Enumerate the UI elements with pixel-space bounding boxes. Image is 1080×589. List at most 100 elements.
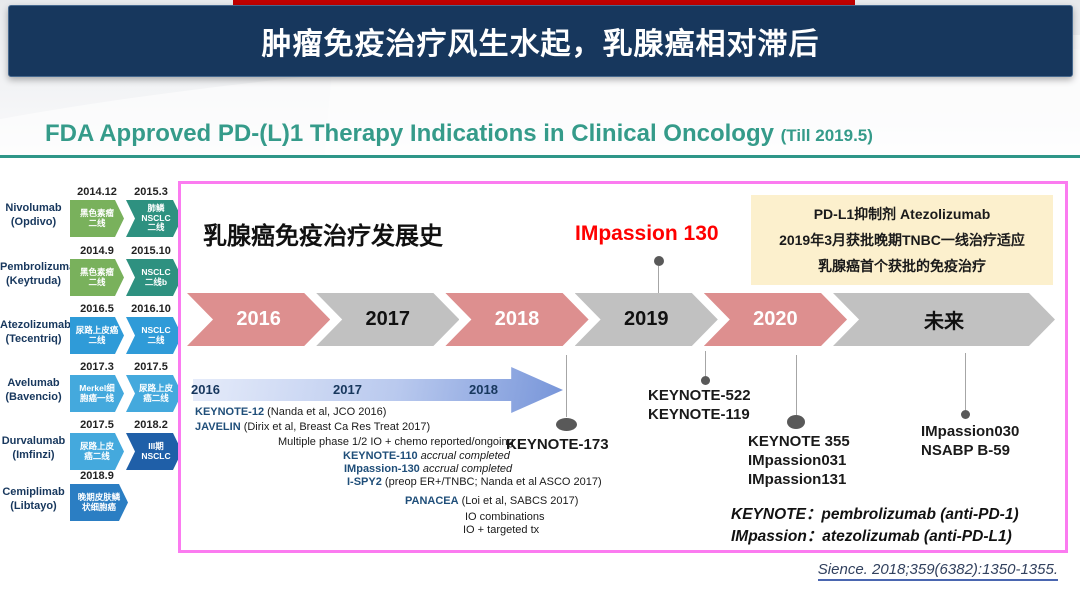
impassion-definition: IMpassion：atezolizumab (anti-PD-L1): [731, 528, 1012, 545]
trial-javelin: JAVELIN (Dirix et al, Breast Ca Res Trea…: [195, 421, 430, 433]
keynote-definition: KEYNOTE：pembrolizumab (anti-PD-1): [731, 506, 1019, 523]
drug-name-text: Nivolumab: [5, 202, 62, 214]
drug-name: Nivolumab (Opdivo): [0, 202, 67, 230]
year-chevron-band: 2016 2017 2018 2019 2020 未来: [187, 293, 1055, 346]
trial-ref: (Nanda et al, JCO 2016): [264, 406, 387, 418]
drug-name-text: Pembrolizumab: [0, 261, 82, 273]
section-heading-suffix: (Till 2019.5): [781, 126, 873, 145]
arrow-year-2017: 2017: [333, 382, 362, 397]
keynote-119-label: KEYNOTE-119: [648, 406, 750, 423]
impassion-130-highlight: IMpassion 130: [575, 222, 719, 245]
year-chevron-2020: 2020: [704, 293, 847, 346]
keynote-355-pin-line: [796, 355, 797, 415]
indication-box: 黑色素瘤 二线: [70, 259, 124, 296]
drug-brand-text: (Keytruda): [5, 274, 61, 287]
trial-keynote110: KEYNOTE-110 accrual completed: [343, 450, 510, 462]
infobox-line: PD-L1抑制剂 Atezolizumab: [813, 206, 991, 222]
indication-box: 晚期皮肤鳞 状细胞癌: [70, 484, 128, 521]
drug-row-pembrolizumab: 2014.9 2015.10 Pembrolizumab (Keytruda) 黑…: [0, 245, 182, 299]
nsabp-b59-label: NSABP B-59: [921, 442, 1010, 459]
keynote-173-pin-line: [566, 355, 567, 417]
heading-suffix-text: (Till 2019.5): [780, 126, 873, 145]
drug-name-text: Avelumab: [7, 377, 60, 389]
indication-box: 肺鳞 NSCLC 二线: [126, 200, 182, 237]
approval-date: 2016.10: [131, 303, 171, 315]
impassion-030-pin-dot: [961, 410, 970, 419]
approval-date: 2014.9: [80, 245, 114, 257]
indication-box: NSCLC 二线b: [126, 259, 182, 296]
keynote-522-labels: KEYNOTE-522 KEYNOTE-119: [648, 386, 751, 424]
approval-date: 2015.10: [131, 245, 171, 257]
atezolizumab-infobox: PD-L1抑制剂 Atezolizumab 2019年3月获批晚期TNBC一线治…: [751, 195, 1053, 285]
indication-box: III期 NSCLC: [126, 433, 182, 470]
drug-name-text: Durvalumab: [1, 435, 66, 447]
section-heading-text: FDA Approved PD-(L)1 Therapy Indications…: [45, 120, 774, 147]
approval-date: 2017.3: [80, 361, 114, 373]
trial-status: accrual completed: [419, 463, 513, 475]
drug-row-atezolizumab: 2016.5 2016.10 Atezolizumab (Tecentriq) 尿…: [0, 303, 182, 357]
teal-divider: [0, 155, 1080, 158]
approval-date: 2014.12: [77, 186, 117, 198]
drug-brand-text: (Libtayo): [10, 499, 57, 512]
drug-row-durvalumab: 2017.5 2018.2 Durvalumab (Imfinzi) 尿路上皮 癌…: [0, 419, 182, 473]
indication-box: Merkel细 胞癌一线: [70, 375, 124, 412]
keynote-355-labels: KEYNOTE 355 IMpassion031 IMpassion131: [748, 432, 850, 489]
trial-ref: (Dirix et al, Breast Ca Res Treat 2017): [240, 421, 431, 433]
drug-name: Cemiplimab (Libtayo): [0, 486, 67, 514]
infobox-line: 2019年3月获批晚期TNBC一线治疗适应: [779, 232, 1025, 248]
keynote-355-pin-dot: [787, 415, 805, 429]
year-chevron-2017: 2017: [316, 293, 459, 346]
impassion-031-label: IMpassion031: [748, 452, 847, 469]
trial-ref: (preop ER+/TNBC; Nanda et al ASCO 2017): [381, 476, 602, 488]
drug-name-text: Cemiplimab: [2, 486, 65, 498]
panel-title: 乳腺癌免疫治疗发展史: [203, 223, 443, 250]
impassion-030-labels: IMpassion030 NSABP B-59: [921, 422, 1019, 460]
trial-ref: (Loi et al, SABCS 2017): [458, 495, 579, 507]
indication-box: NSCLC 二线: [126, 317, 182, 354]
impassion-130-pin-dot: [654, 256, 664, 266]
drug-brand-text: (Bavencio): [5, 390, 62, 403]
keynote-173-pin-dot: [556, 418, 577, 431]
keynote-522-pin-line: [705, 351, 706, 376]
trial-name: KEYNOTE-110: [343, 450, 418, 462]
year-chevron-future: 未来: [833, 293, 1055, 346]
trial-panacea: PANACEA (Loi et al, SABCS 2017): [405, 495, 578, 507]
trial-io-combinations: IO combinations: [465, 511, 545, 523]
trial-name: PANACEA: [405, 495, 459, 507]
impassion-131-label: IMpassion131: [748, 471, 847, 488]
keynote-355-label: KEYNOTE 355: [748, 433, 850, 450]
arrow-year-2018: 2018: [469, 382, 498, 397]
breast-cancer-io-timeline-panel: 乳腺癌免疫治疗发展史 IMpassion 130 PD-L1抑制剂 Atezol…: [178, 181, 1068, 553]
drug-name: Avelumab (Bavencio): [0, 377, 67, 405]
impassion-030-label: IMpassion030: [921, 423, 1020, 440]
keynote-173-label: KEYNOTE-173: [506, 436, 609, 453]
section-heading: FDA Approved PD-(L)1 Therapy Indications…: [45, 120, 873, 148]
impassion-030-pin-line: [965, 353, 966, 410]
indication-box: 尿路上皮癌 二线: [70, 317, 124, 354]
approval-date: 2018.9: [80, 470, 114, 482]
drug-name: Pembrolizumab (Keytruda): [0, 261, 82, 289]
drug-brand-text: (Opdivo): [10, 215, 57, 228]
approval-date: 2016.5: [80, 303, 114, 315]
trial-impassion130: IMpassion-130 accrual completed: [344, 463, 512, 475]
drug-brand-text: (Tecentriq): [5, 332, 62, 345]
drug-approval-sidebar: 2014.12 2015.3 Nivolumab (Opdivo) 黑色素瘤 二线…: [0, 0, 182, 589]
trial-multiple-phase: Multiple phase 1/2 IO + chemo reported/o…: [278, 436, 514, 448]
infobox-line: 乳腺癌首个获批的免疫治疗: [818, 258, 986, 274]
drug-name-text: Atezolizumab: [0, 319, 71, 331]
approval-date: 2018.2: [134, 419, 168, 431]
drug-row-nivolumab: 2014.12 2015.3 Nivolumab (Opdivo) 黑色素瘤 二线…: [0, 186, 182, 240]
trial-status: accrual completed: [417, 450, 510, 462]
trial-name: I-SPY2: [347, 476, 382, 488]
drug-row-cemiplimab: 2018.9 Cemiplimab (Libtayo) 晚期皮肤鳞 状细胞癌: [0, 470, 182, 524]
slide-title: 肿瘤免疫治疗风生水起，乳腺癌相对滞后: [261, 28, 820, 61]
arrow-year-2016: 2016: [191, 382, 220, 397]
keynote-522-pin-dot: [701, 376, 710, 385]
indication-box: 黑色素瘤 二线: [70, 200, 124, 237]
year-chevron-2019: 2019: [575, 293, 718, 346]
approval-date: 2015.3: [134, 186, 168, 198]
trial-io-targeted: IO + targeted tx: [463, 524, 540, 536]
keynote-522-label: KEYNOTE-522: [648, 387, 751, 404]
trial-name: IMpassion-130: [344, 463, 420, 475]
